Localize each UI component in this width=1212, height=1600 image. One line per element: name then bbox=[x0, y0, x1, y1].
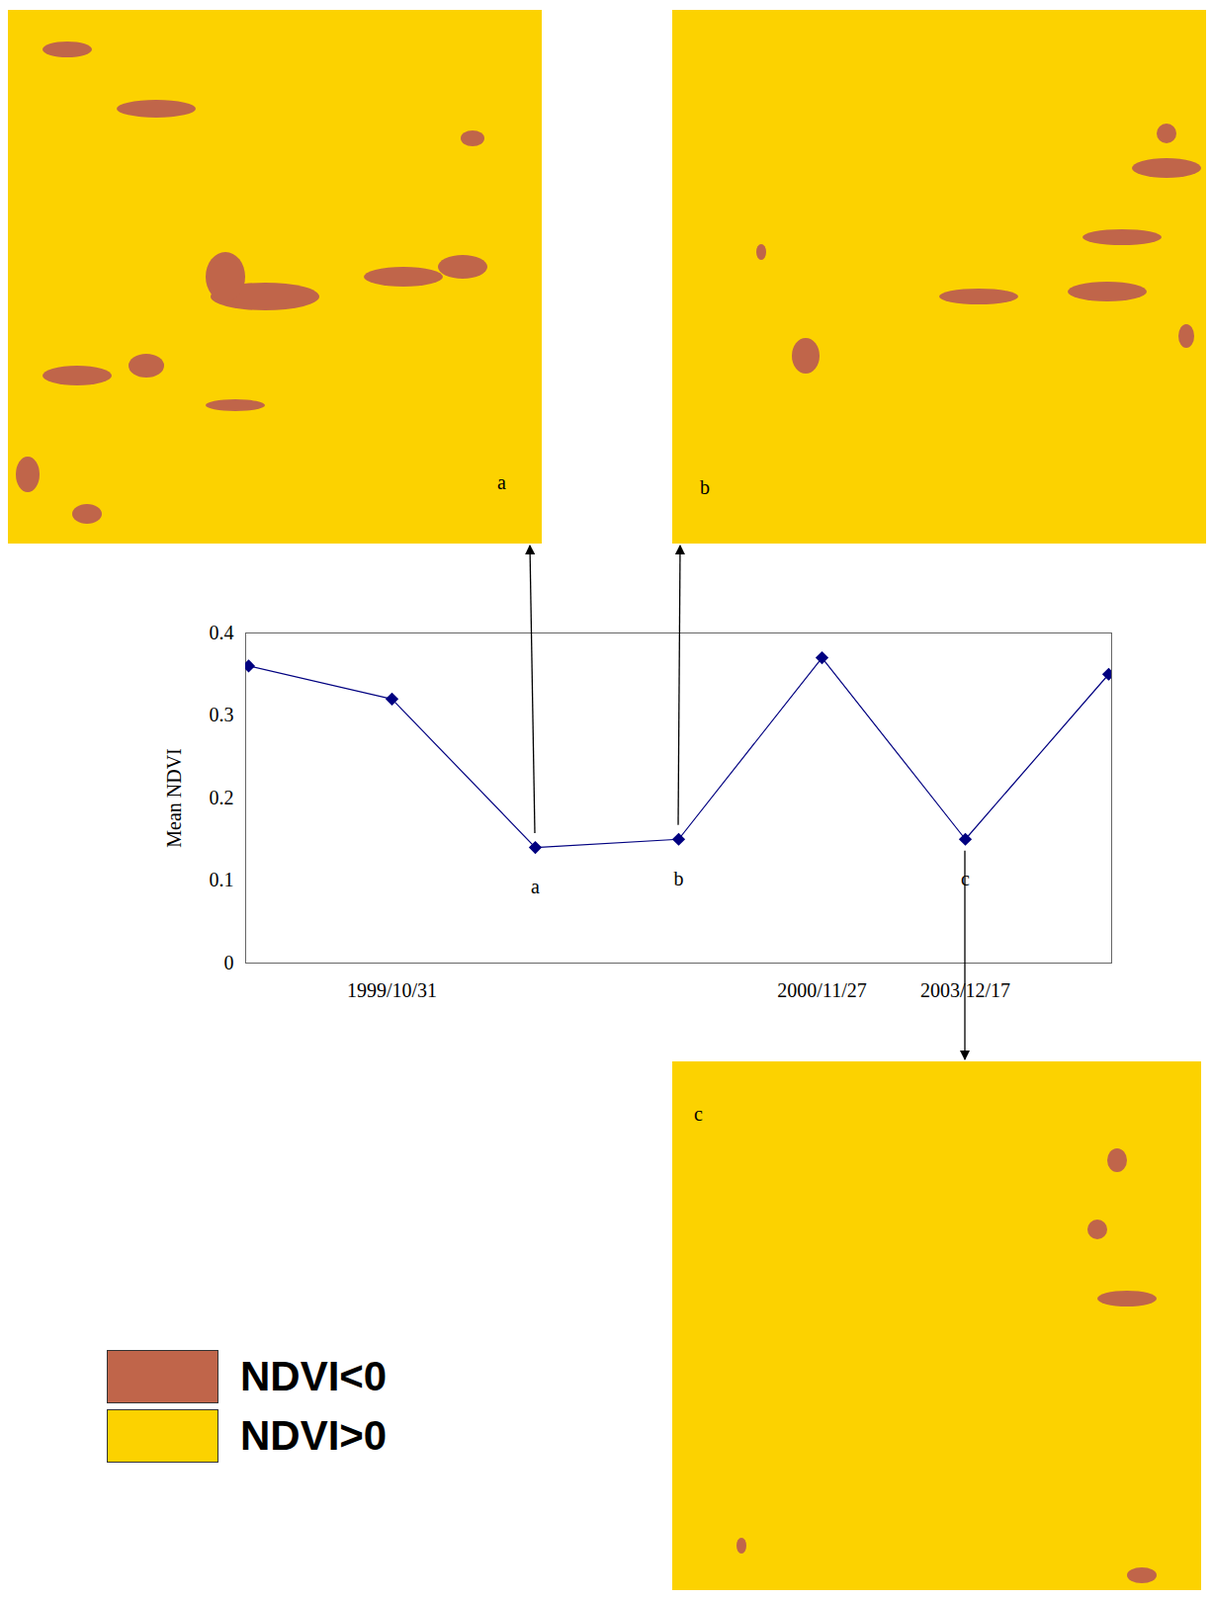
svg-text:c: c bbox=[960, 867, 970, 890]
svg-text:0.4: 0.4 bbox=[209, 621, 235, 644]
svg-text:1999/10/31: 1999/10/31 bbox=[346, 979, 437, 1002]
svg-text:2003/12/17: 2003/12/17 bbox=[920, 979, 1011, 1002]
svg-text:a: a bbox=[530, 875, 540, 898]
svg-text:0.3: 0.3 bbox=[209, 703, 235, 726]
svg-text:c: c bbox=[693, 1103, 703, 1126]
svg-text:0.2: 0.2 bbox=[209, 786, 235, 809]
svg-text:Mean NDVI: Mean NDVI bbox=[163, 748, 185, 849]
html-text:NDVI>0: NDVI>0 bbox=[240, 1412, 387, 1460]
svg-text:b: b bbox=[674, 867, 685, 890]
svg-text:b: b bbox=[699, 476, 710, 499]
svg-text:0.1: 0.1 bbox=[209, 868, 235, 891]
html-text:NDVI<0: NDVI<0 bbox=[240, 1353, 387, 1400]
svg-text:0: 0 bbox=[224, 952, 235, 974]
svg-text:2000/11/27: 2000/11/27 bbox=[777, 979, 866, 1002]
svg-text:a: a bbox=[497, 471, 507, 494]
